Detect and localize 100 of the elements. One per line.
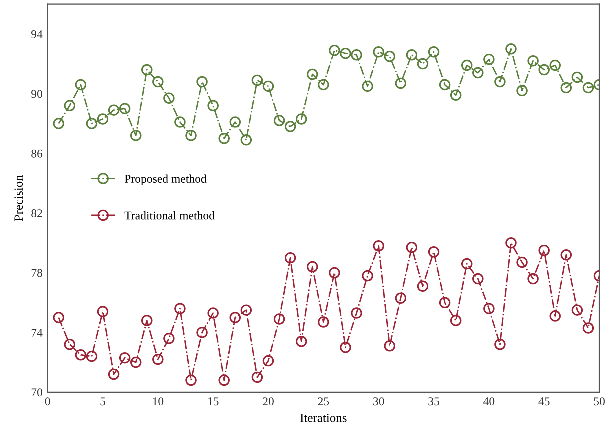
point [97, 114, 109, 125]
point [252, 372, 264, 384]
point [572, 304, 584, 316]
point [130, 356, 142, 368]
point [417, 280, 429, 292]
point [284, 252, 296, 264]
point [296, 114, 308, 125]
point [550, 60, 562, 72]
point [506, 238, 517, 249]
point [119, 352, 131, 364]
point [428, 246, 440, 258]
point [582, 82, 594, 94]
point [494, 339, 506, 350]
point [395, 78, 407, 90]
point [152, 354, 164, 366]
point [186, 374, 197, 386]
point [75, 79, 87, 91]
x-tick-label: 20 [263, 398, 274, 406]
point [230, 312, 242, 324]
point [406, 242, 418, 254]
point [252, 74, 264, 86]
point [53, 312, 64, 324]
point [64, 100, 76, 112]
point [230, 116, 242, 128]
point [141, 64, 153, 76]
x-axis-title: Iterations [300, 414, 347, 422]
point [538, 244, 550, 256]
legend-label: Traditional method [124, 211, 215, 220]
y-tick-label: 70 [32, 388, 43, 397]
point [406, 49, 418, 61]
x-tick-label: 5 [100, 398, 106, 406]
point [196, 76, 208, 88]
point [164, 333, 175, 344]
point [506, 44, 517, 55]
point [461, 258, 473, 270]
point [64, 339, 76, 350]
y-tick-label: 94 [32, 30, 43, 38]
point [318, 316, 330, 328]
y-tick-label: 82 [32, 210, 42, 218]
point [538, 64, 550, 76]
point [284, 121, 296, 132]
point [340, 342, 352, 354]
point [351, 49, 362, 61]
point [340, 48, 352, 60]
point [186, 130, 197, 142]
point [373, 46, 384, 58]
point [152, 76, 164, 88]
x-tick-label: 45 [538, 398, 550, 406]
point [516, 85, 528, 97]
point [439, 297, 451, 308]
point [240, 304, 252, 316]
point [262, 80, 274, 92]
point [119, 103, 131, 114]
point [395, 292, 407, 304]
point [560, 82, 572, 94]
x-tick-label: 30 [373, 398, 384, 406]
point [362, 80, 374, 92]
point [108, 104, 120, 116]
point [428, 46, 440, 58]
point [384, 50, 396, 62]
point [141, 315, 153, 326]
point [494, 76, 506, 88]
point [528, 55, 539, 67]
legend-label: Proposed method [124, 174, 207, 186]
point [560, 249, 572, 261]
point [307, 261, 318, 273]
point [274, 115, 286, 126]
point [86, 350, 98, 362]
point [528, 273, 539, 285]
point [240, 134, 252, 146]
point [174, 303, 186, 314]
point [208, 308, 219, 319]
point [274, 314, 286, 325]
point [461, 60, 473, 72]
point [572, 72, 584, 84]
point [384, 340, 396, 352]
point [582, 322, 594, 334]
point [472, 67, 484, 79]
point [373, 240, 384, 252]
x-tick-label: 0 [45, 398, 50, 406]
point [208, 100, 219, 112]
point [550, 310, 562, 322]
point [174, 116, 186, 128]
x-tick-label: 10 [153, 398, 164, 406]
point [218, 374, 230, 386]
point [484, 303, 495, 314]
point [472, 273, 484, 285]
y-tick-label: 86 [32, 150, 43, 158]
x-tick-label: 25 [318, 398, 330, 406]
point [130, 130, 142, 142]
point [351, 308, 362, 319]
point [329, 267, 340, 279]
point [450, 315, 462, 326]
point [86, 118, 98, 130]
point [362, 270, 374, 282]
point [218, 133, 230, 144]
point [164, 92, 175, 104]
point [307, 68, 318, 80]
y-tick-label: 78 [32, 269, 43, 278]
point [329, 45, 340, 56]
